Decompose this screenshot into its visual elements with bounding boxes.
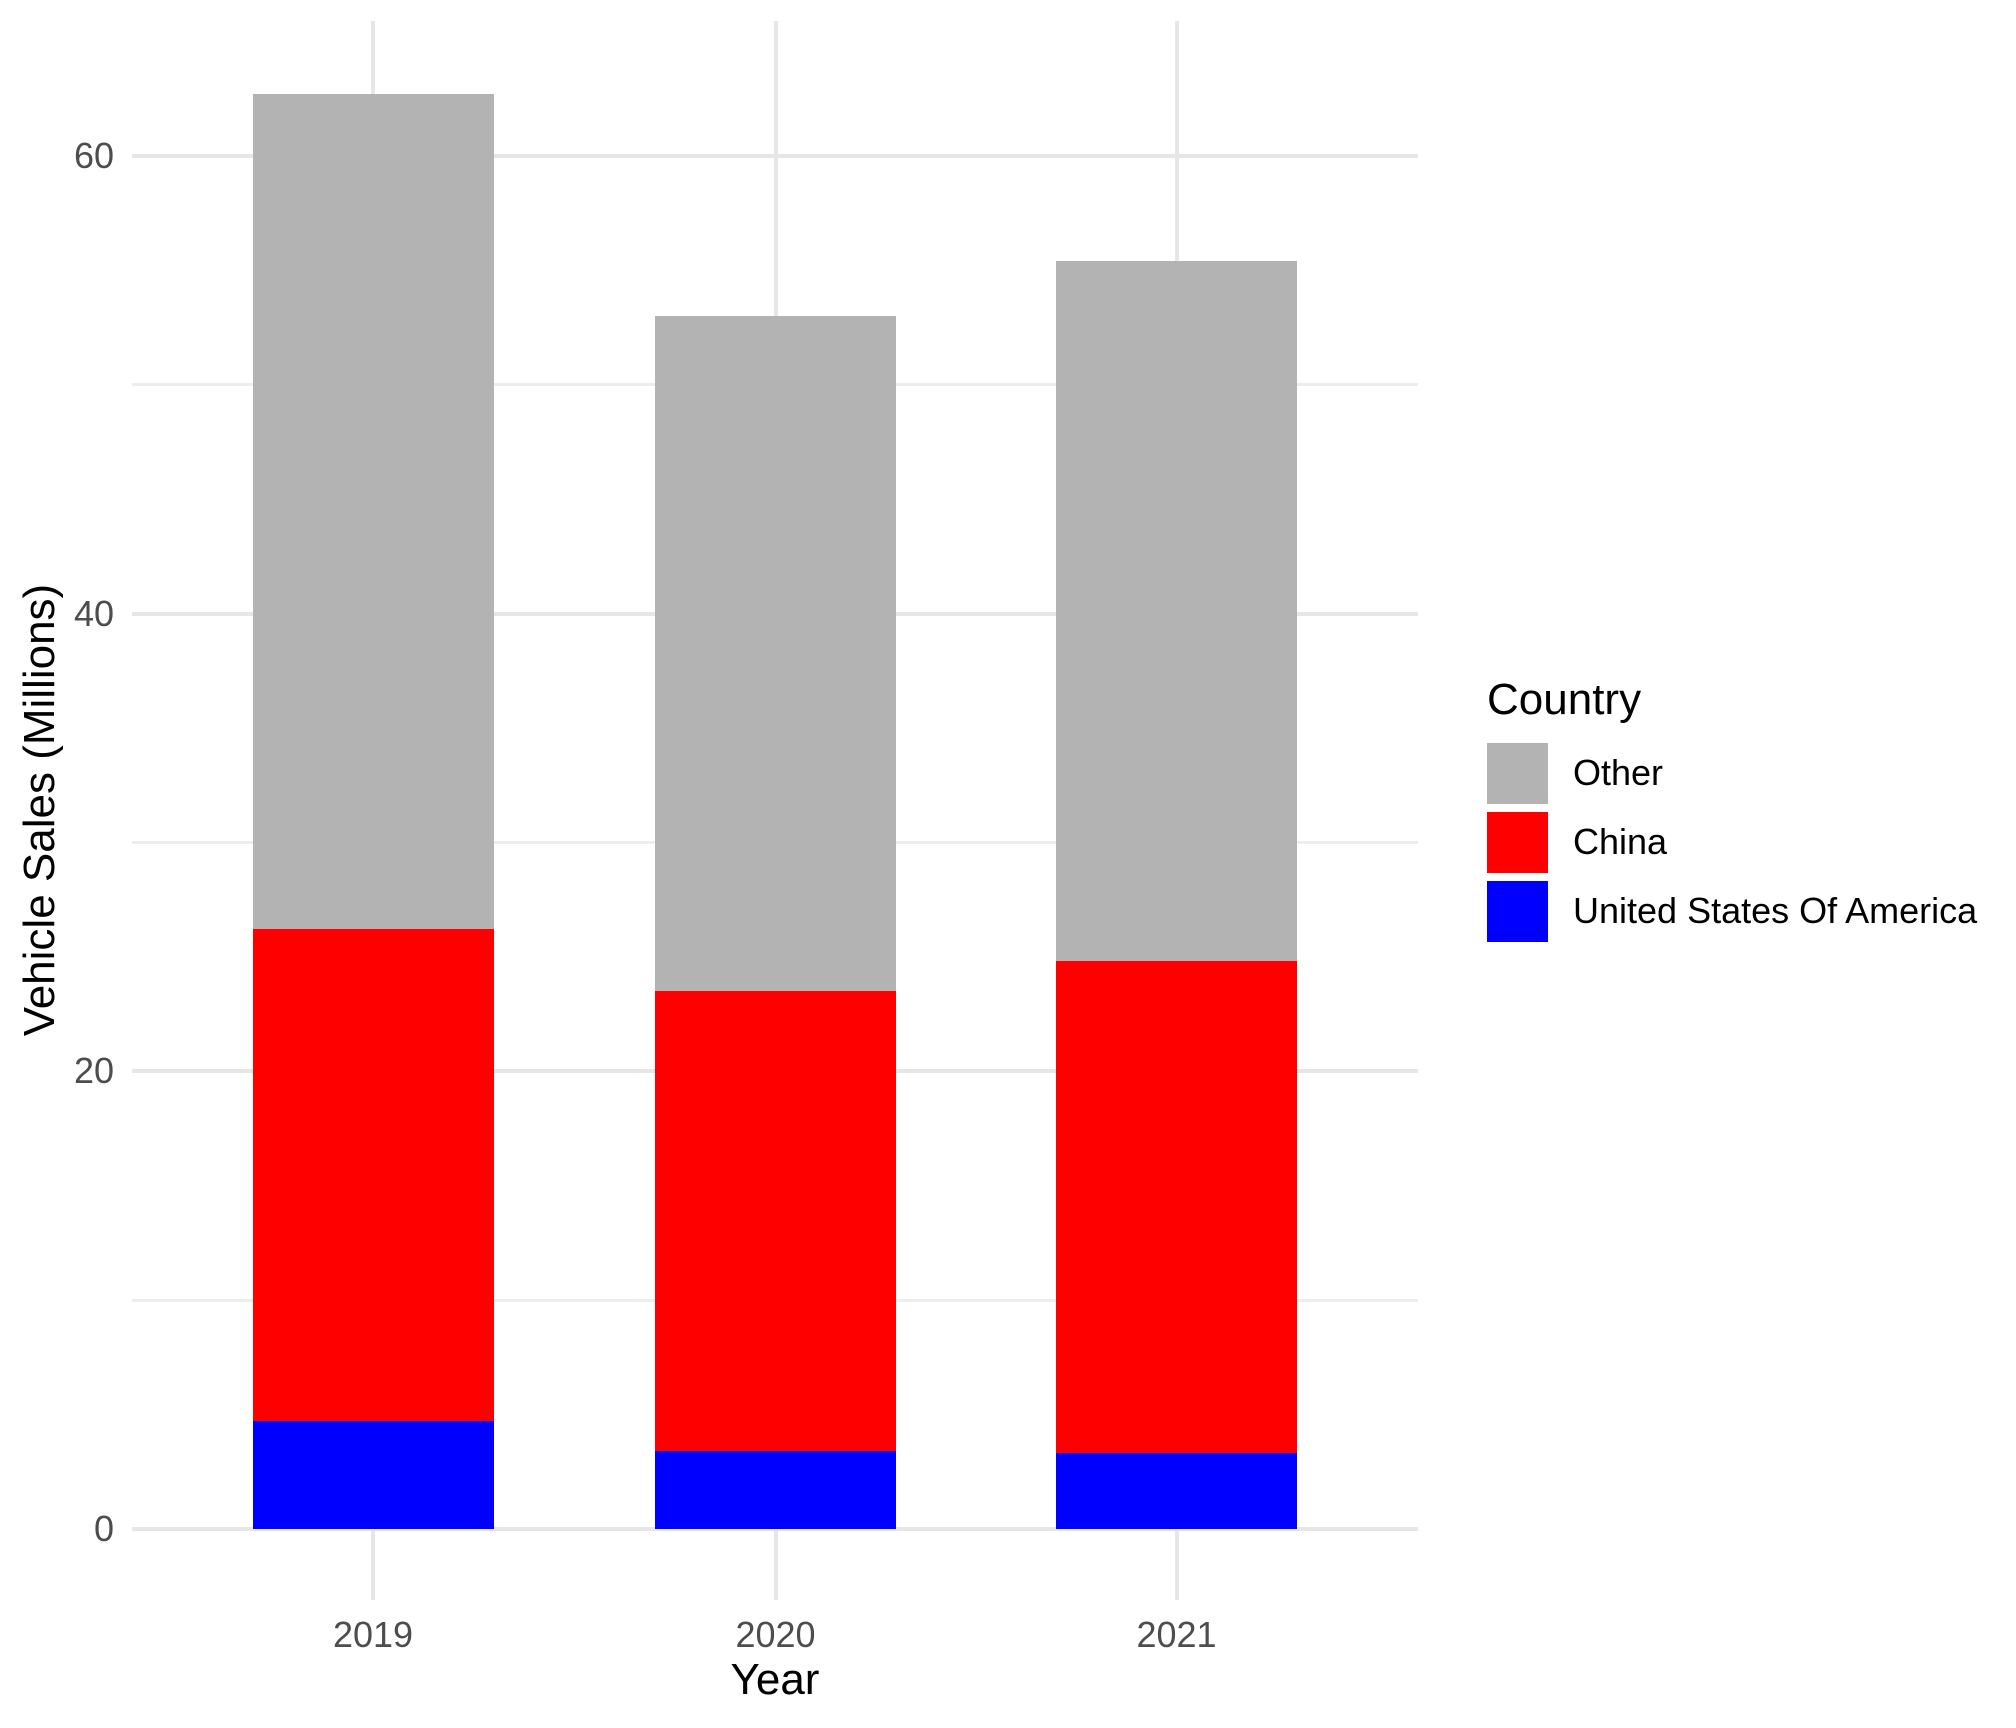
legend-label-united-states-of-america: United States Of America — [1573, 890, 1978, 931]
x-tick-label-2020: 2020 — [735, 1614, 816, 1655]
legend-swatch-united-states-of-america — [1487, 881, 1548, 942]
bar-segment-2021-united-states-of-america — [1056, 1453, 1297, 1529]
bar-segment-2020-other — [655, 316, 896, 992]
x-axis-title: Year — [730, 1655, 820, 1704]
x-tick-label-2021: 2021 — [1136, 1614, 1217, 1655]
bar-segment-2020-china — [655, 991, 896, 1452]
y-tick-label-20: 20 — [73, 1050, 114, 1092]
bar-segment-2019-united-states-of-america — [252, 1421, 494, 1529]
y-tick-label-0: 0 — [93, 1508, 114, 1549]
y-axis-title: Vehicle Sales (Millions) — [15, 583, 64, 1037]
bar-segment-2021-china — [1056, 961, 1297, 1454]
legend-label-other: Other — [1573, 752, 1664, 793]
y-tick-label-60: 60 — [73, 134, 114, 176]
bar-segment-2020-united-states-of-america — [655, 1451, 896, 1529]
bar-segment-2019-other — [252, 94, 494, 930]
y-tick-label-40: 40 — [73, 592, 114, 634]
legend-title: Country — [1487, 675, 1642, 724]
bar-segment-2019-china — [252, 929, 494, 1422]
bar-segment-2021-other — [1056, 261, 1297, 962]
legend-label-china: China — [1573, 821, 1668, 862]
legend-swatch-china — [1487, 812, 1548, 873]
x-tick-label-2019: 2019 — [332, 1614, 414, 1655]
legend-swatch-other — [1487, 743, 1548, 804]
